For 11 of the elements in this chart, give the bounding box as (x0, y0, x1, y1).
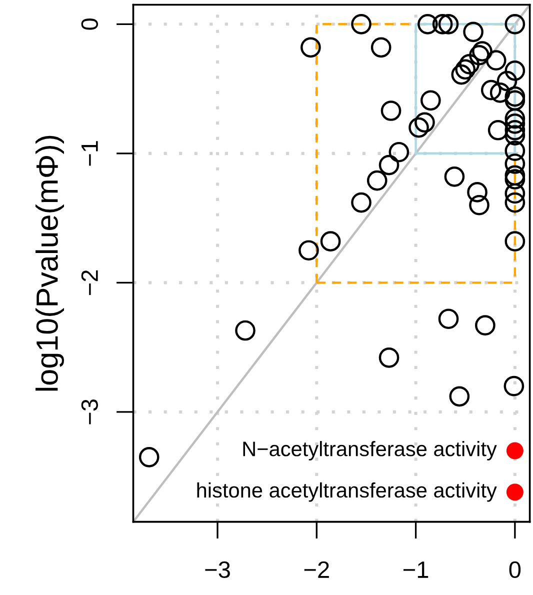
y-tick-label: −1 (82, 141, 98, 166)
y-tick-label: 0 (81, 18, 98, 30)
x-tick-label: −1 (404, 562, 428, 578)
annotation: histone acetyltransferase activity (197, 482, 497, 502)
x-tick-label: −2 (304, 561, 329, 578)
annotation: N−acetyltransferase activity (243, 441, 497, 460)
x-tick-label: 0 (509, 561, 521, 578)
x-tick-label: −3 (205, 561, 230, 578)
y-axis-title: log10(Pvalue(mΦ)) (36, 136, 64, 391)
y-tick-label: −3 (81, 400, 98, 424)
y-tick-label: −2 (81, 270, 98, 295)
